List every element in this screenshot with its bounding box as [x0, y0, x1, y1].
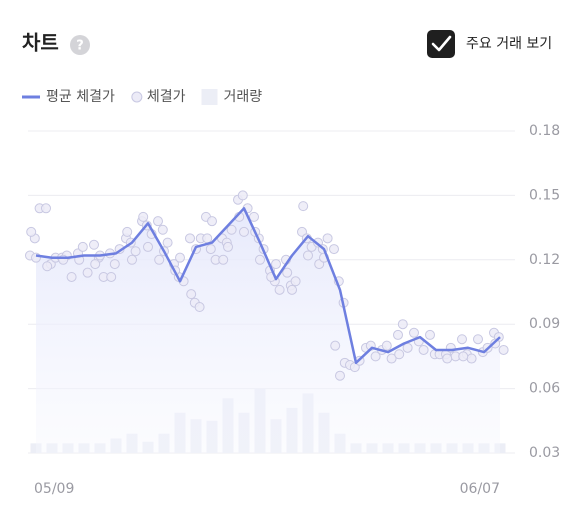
legend-label: 거래량: [224, 89, 263, 105]
page-title: 차트: [22, 31, 59, 55]
trade-dot: [130, 246, 141, 257]
trade-dot: [226, 224, 237, 235]
toggle-checkbox[interactable]: [427, 30, 455, 58]
trade-dot: [442, 353, 453, 364]
trade-dot: [458, 351, 469, 362]
trade-dot: [127, 254, 137, 265]
y-tick-label: 0.18: [529, 123, 560, 139]
y-tick-label: 0.09: [529, 316, 560, 332]
trade-dot: [90, 259, 101, 270]
x-tick-label: 06/07: [460, 481, 500, 497]
trade-dot: [223, 241, 233, 252]
trade-dot: [381, 340, 392, 351]
trade-dot: [330, 340, 341, 351]
trade-dot: [335, 370, 345, 381]
trade-dot: [162, 237, 173, 248]
trade-dot: [138, 211, 149, 222]
y-tick-label: 0.12: [529, 252, 560, 268]
trade-dot: [186, 289, 197, 300]
trade-dot: [425, 329, 435, 340]
average-line: [35, 207, 501, 365]
trade-dot: [394, 349, 405, 360]
trade-dot: [89, 239, 99, 250]
legend-label: 평균 체결가: [46, 89, 115, 105]
trade-dot: [109, 259, 120, 270]
trade-dot: [255, 254, 265, 265]
trade-dot: [207, 216, 217, 227]
trade-dot: [194, 302, 205, 313]
legend-swatch-dot: [131, 91, 143, 103]
trade-dot: [106, 271, 117, 282]
trade-dot: [466, 353, 477, 364]
trade-dot: [122, 226, 133, 237]
trade-dot: [303, 250, 313, 261]
trade-dot: [175, 252, 185, 263]
trade-dot: [205, 244, 216, 255]
trade-dot: [490, 338, 501, 349]
y-tick-label: 0.06: [529, 381, 560, 397]
trade-dot: [274, 284, 285, 295]
trade-dot: [157, 224, 168, 235]
trade-dot: [457, 334, 467, 345]
trade-dot: [498, 344, 509, 355]
trade-dot: [239, 226, 249, 237]
trade-dot: [185, 233, 195, 244]
trade-dot: [271, 259, 281, 270]
trade-dot: [218, 254, 229, 265]
trade-dot: [237, 190, 248, 201]
toggle-label[interactable]: 주요 거래 보기: [466, 36, 552, 52]
legend: 평균 체결가 체결가 거래량: [22, 89, 262, 105]
trade-dot: [290, 276, 301, 287]
average-area: [36, 208, 500, 453]
trade-dot: [42, 261, 53, 272]
y-tick-label: 0.15: [529, 187, 560, 203]
trade-dot: [322, 233, 333, 244]
trade-dot: [41, 203, 51, 214]
trade-dot: [386, 353, 397, 364]
help-icon[interactable]: ?: [70, 35, 90, 55]
trade-dot: [154, 254, 165, 265]
trade-dot: [473, 334, 483, 345]
legend-label: 체결가: [147, 89, 186, 105]
trade-dot: [282, 267, 293, 278]
trade-dot: [397, 319, 408, 330]
svg-text:?: ?: [76, 39, 84, 54]
trade-dot: [31, 252, 41, 263]
x-tick-label: 05/09: [34, 481, 74, 497]
trade-dot: [329, 244, 339, 255]
trade-dot: [82, 267, 93, 278]
trade-dot: [287, 284, 297, 295]
trade-dot: [409, 327, 419, 338]
trade-dot: [66, 271, 77, 282]
y-tick-label: 0.03: [529, 445, 560, 461]
trade-dot: [26, 226, 37, 237]
legend-swatch-bar: [201, 89, 218, 105]
trade-dot: [249, 211, 259, 222]
trade-dot: [202, 233, 213, 244]
trade-dot: [143, 241, 153, 252]
trade-dot: [370, 351, 381, 362]
trade-dot: [393, 329, 403, 340]
plot-area: 0.18 0.15 0.12 0.09 0.06 0.03 05/09 06/07: [25, 123, 560, 497]
trade-dot: [153, 216, 163, 227]
trade-dot: [298, 201, 309, 212]
trade-dot: [77, 241, 88, 252]
trade-dot: [418, 344, 429, 355]
